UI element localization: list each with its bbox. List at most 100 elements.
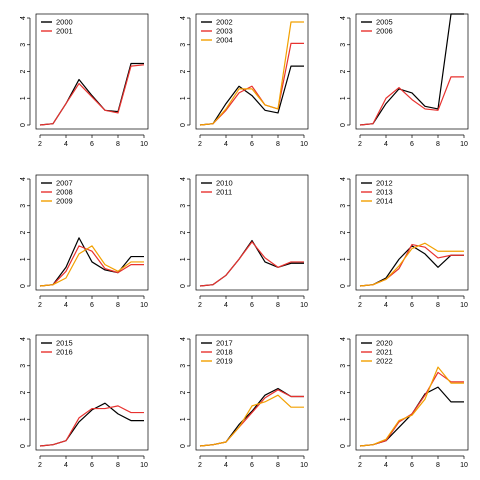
- legend-label: 2001: [56, 27, 73, 36]
- x-tick-label: 4: [384, 302, 388, 309]
- x-tick-label: 2: [198, 141, 202, 148]
- y-tick-label: 0: [180, 444, 187, 448]
- x-tick-label: 10: [300, 462, 308, 469]
- plot-frame: [355, 334, 469, 451]
- y-tick-label: 2: [20, 390, 27, 394]
- x-tick-label: 8: [436, 462, 440, 469]
- plot-frame: [35, 174, 149, 291]
- y-tick-label: 1: [180, 96, 187, 100]
- plot-frame: [35, 334, 149, 451]
- x-tick-label: 2: [38, 141, 42, 148]
- series-line-2002: [199, 65, 304, 126]
- legend-label: 2014: [376, 197, 393, 206]
- y-tick-label: 4: [340, 16, 347, 20]
- x-tick-label: 4: [384, 141, 388, 148]
- y-tick-label: 0: [20, 444, 27, 448]
- x-tick-label: 8: [116, 302, 120, 309]
- x-tick-label: 10: [460, 302, 468, 309]
- y-tick-label: 0: [20, 123, 27, 127]
- y-tick-label: 4: [340, 177, 347, 181]
- y-tick-label: 0: [340, 284, 347, 288]
- legend-label: 2020: [376, 339, 393, 348]
- legend-label: 2015: [56, 339, 73, 348]
- plot-frame: [195, 334, 309, 451]
- legend-label: 2013: [376, 188, 393, 197]
- y-tick-label: 3: [20, 43, 27, 47]
- series-line-2018: [199, 389, 304, 447]
- y-tick-label: 4: [20, 337, 27, 341]
- x-tick-label: 6: [90, 302, 94, 309]
- y-tick-label: 1: [180, 417, 187, 421]
- legend-label: 2022: [376, 357, 393, 366]
- series-line-2016: [39, 405, 144, 447]
- y-tick-label: 4: [340, 337, 347, 341]
- x-tick-label: 8: [276, 141, 280, 148]
- x-tick-label: 2: [358, 462, 362, 469]
- legend-label: 2012: [376, 179, 393, 188]
- series-line-2014: [359, 242, 464, 287]
- y-tick-label: 2: [180, 230, 187, 234]
- y-tick-label: 2: [180, 69, 187, 73]
- legend-label: 2016: [56, 348, 73, 357]
- y-tick-label: 3: [20, 364, 27, 368]
- x-tick-label: 6: [250, 462, 254, 469]
- plot-frame: [355, 174, 469, 291]
- legend-label: 2018: [216, 348, 233, 357]
- legend-label: 2019: [216, 357, 233, 366]
- series-line-2004: [199, 21, 304, 126]
- x-tick-label: 8: [436, 141, 440, 148]
- series-line-2000: [39, 62, 144, 126]
- y-tick-label: 3: [180, 364, 187, 368]
- legend-label: 2007: [56, 179, 73, 188]
- plot-frame: [195, 13, 309, 130]
- legend-label: 2008: [56, 188, 73, 197]
- series-line-2015: [39, 402, 144, 447]
- series-line-2022: [359, 366, 464, 447]
- legend-label: 2006: [376, 27, 393, 36]
- x-tick-label: 10: [300, 141, 308, 148]
- x-tick-label: 6: [250, 141, 254, 148]
- x-tick-label: 8: [436, 302, 440, 309]
- x-tick-label: 10: [140, 302, 148, 309]
- series-line-2017: [199, 387, 304, 447]
- series-line-2005: [359, 13, 464, 126]
- series-line-2021: [359, 371, 464, 447]
- y-tick-label: 4: [180, 177, 187, 181]
- x-tick-label: 8: [276, 462, 280, 469]
- legend-label: 2021: [376, 348, 393, 357]
- y-tick-label: 0: [20, 284, 27, 288]
- x-tick-label: 10: [300, 302, 308, 309]
- y-tick-label: 4: [180, 16, 187, 20]
- series-line-2009: [39, 245, 144, 287]
- y-tick-label: 4: [20, 16, 27, 20]
- y-tick-label: 1: [180, 257, 187, 261]
- y-tick-label: 4: [20, 177, 27, 181]
- x-tick-label: 6: [410, 302, 414, 309]
- series-line-2006: [359, 76, 464, 126]
- y-tick-label: 2: [340, 230, 347, 234]
- series-line-2008: [39, 245, 144, 287]
- x-tick-label: 10: [140, 141, 148, 148]
- y-tick-label: 3: [180, 204, 187, 208]
- y-tick-label: 3: [180, 43, 187, 47]
- plot-frame: [195, 174, 309, 291]
- y-tick-label: 4: [180, 337, 187, 341]
- x-tick-label: 4: [64, 141, 68, 148]
- y-tick-label: 2: [20, 69, 27, 73]
- y-tick-label: 1: [20, 96, 27, 100]
- x-tick-label: 4: [64, 462, 68, 469]
- x-tick-label: 6: [90, 141, 94, 148]
- x-tick-label: 2: [38, 302, 42, 309]
- y-tick-label: 3: [340, 364, 347, 368]
- x-tick-label: 4: [224, 462, 228, 469]
- legend-label: 2000: [56, 18, 73, 27]
- x-tick-label: 8: [276, 302, 280, 309]
- y-tick-label: 0: [180, 284, 187, 288]
